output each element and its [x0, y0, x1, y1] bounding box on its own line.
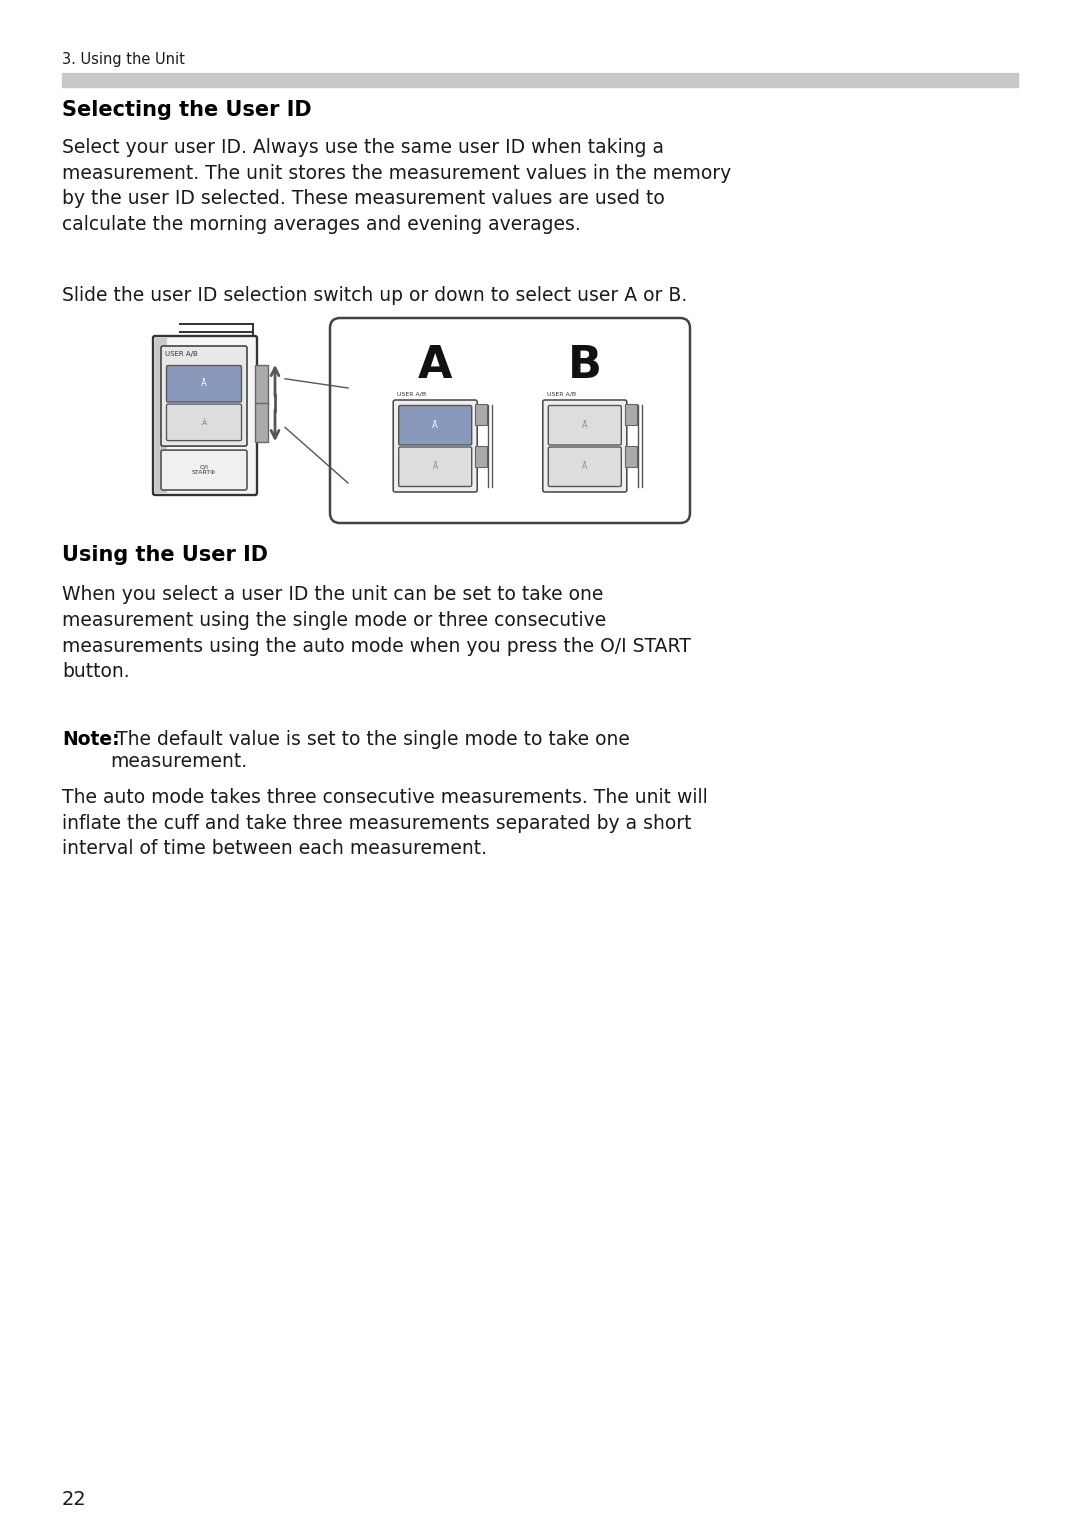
- Text: Ā: Ā: [582, 421, 588, 429]
- FancyBboxPatch shape: [399, 447, 472, 487]
- FancyBboxPatch shape: [161, 347, 247, 446]
- Text: O/I
STARTΦ: O/I STARTΦ: [192, 464, 216, 475]
- Text: The default value is set to the single mode to take one: The default value is set to the single m…: [110, 730, 630, 750]
- Text: USER A/B: USER A/B: [546, 391, 576, 395]
- Text: When you select a user ID the unit can be set to take one
measurement using the : When you select a user ID the unit can b…: [62, 585, 691, 681]
- FancyBboxPatch shape: [543, 400, 626, 492]
- Text: A: A: [418, 344, 453, 386]
- Text: USER A/B: USER A/B: [397, 391, 427, 395]
- Text: The auto mode takes three consecutive measurements. The unit will
inflate the cu: The auto mode takes three consecutive me…: [62, 788, 707, 858]
- FancyBboxPatch shape: [549, 406, 621, 444]
- FancyBboxPatch shape: [549, 447, 621, 487]
- Text: Slide the user ID selection switch up or down to select user A or B.: Slide the user ID selection switch up or…: [62, 286, 687, 305]
- FancyBboxPatch shape: [166, 365, 242, 402]
- FancyBboxPatch shape: [255, 403, 268, 443]
- Text: 22: 22: [62, 1490, 86, 1509]
- FancyBboxPatch shape: [399, 406, 472, 444]
- Text: Select your user ID. Always use the same user ID when taking a
measurement. The : Select your user ID. Always use the same…: [62, 137, 731, 234]
- Text: Ā: Ā: [432, 421, 438, 429]
- FancyBboxPatch shape: [166, 405, 242, 441]
- Text: B: B: [568, 344, 602, 386]
- Text: Ā: Ā: [433, 463, 437, 472]
- FancyBboxPatch shape: [475, 446, 487, 467]
- FancyBboxPatch shape: [393, 400, 477, 492]
- Text: Note:: Note:: [62, 730, 120, 750]
- FancyBboxPatch shape: [625, 446, 637, 467]
- FancyBboxPatch shape: [153, 336, 257, 495]
- FancyBboxPatch shape: [625, 405, 637, 425]
- Bar: [156, 337, 167, 493]
- FancyBboxPatch shape: [330, 318, 690, 524]
- FancyBboxPatch shape: [475, 405, 487, 425]
- Text: Ā: Ā: [582, 463, 588, 472]
- Text: Ā: Ā: [201, 379, 207, 388]
- FancyBboxPatch shape: [255, 365, 268, 405]
- Text: USER A/B: USER A/B: [165, 351, 198, 357]
- Text: measurement.: measurement.: [110, 751, 247, 771]
- FancyBboxPatch shape: [161, 450, 247, 490]
- Text: Selecting the User ID: Selecting the User ID: [62, 99, 312, 121]
- Text: Using the User ID: Using the User ID: [62, 545, 268, 565]
- Text: 3. Using the Unit: 3. Using the Unit: [62, 52, 185, 67]
- Bar: [62, 73, 1018, 87]
- Text: Ā: Ā: [202, 418, 206, 426]
